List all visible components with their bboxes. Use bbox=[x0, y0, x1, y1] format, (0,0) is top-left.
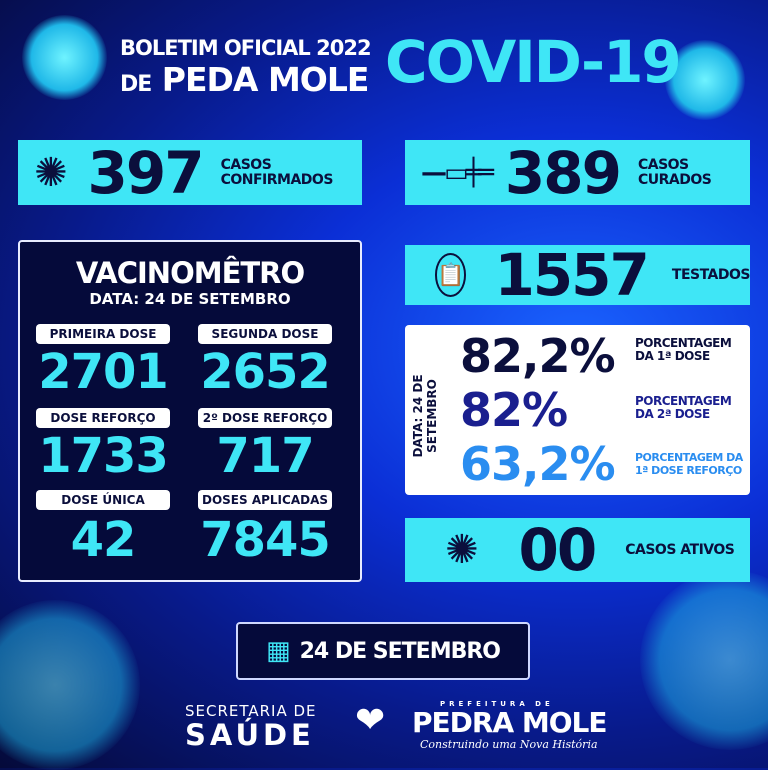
single-dose-label: DOSE ÚNICA bbox=[36, 490, 170, 510]
virus-decoration-icon bbox=[665, 40, 745, 120]
virus-decoration-icon bbox=[640, 570, 768, 750]
percentages-card: DATA: 24 DE SETEMBRO 82,2% PORCENTAGEM DA… bbox=[405, 325, 750, 495]
percentages-date: DATA: 24 DE SETEMBRO bbox=[411, 374, 439, 458]
active-label: CASOS ATIVOS bbox=[625, 541, 735, 558]
clipboard-icon: 📋 bbox=[435, 253, 467, 297]
pct-booster: 63,2% bbox=[460, 437, 616, 491]
cured-label: CASOS CURADOS bbox=[637, 156, 712, 188]
virus-decoration-icon bbox=[0, 600, 140, 770]
header-line1: BOLETIM OFICIAL 2022 bbox=[120, 36, 372, 60]
tested-value: 1557 bbox=[494, 241, 649, 309]
logo-main: PEDRA MOLE bbox=[412, 706, 608, 739]
vaccinometer-title: VACINOMÊTRO bbox=[75, 256, 305, 290]
pct-first-dose-label: PORCENTAGEM DA 1ª DOSE bbox=[635, 336, 732, 363]
second-dose-value: 2652 bbox=[200, 344, 331, 400]
active-cases-card: ✺ 00 CASOS ATIVOS bbox=[405, 518, 750, 582]
cured-cases-card: —▭╪═ 389 CASOS CURADOS bbox=[405, 140, 750, 205]
date-badge-label: 24 DE SETEMBRO bbox=[299, 638, 501, 664]
header-prefix: DE bbox=[120, 72, 152, 97]
doses-applied-label: DOSES APLICADAS bbox=[198, 490, 332, 510]
first-dose-label: PRIMEIRA DOSE bbox=[36, 324, 170, 344]
booster-value: 1733 bbox=[38, 428, 169, 484]
pct-first-dose: 82,2% bbox=[460, 329, 616, 383]
logo-top: PREFEITURA DE bbox=[440, 700, 554, 708]
second-dose-label: SEGUNDA DOSE bbox=[198, 324, 332, 344]
doses-applied-value: 7845 bbox=[200, 512, 331, 568]
second-booster-label: 2º DOSE REFORÇO bbox=[198, 408, 332, 428]
logo-slogan: Construindo uma Nova História bbox=[420, 738, 598, 751]
booster-label: DOSE REFORÇO bbox=[36, 408, 170, 428]
first-dose-value: 2701 bbox=[38, 344, 169, 400]
vaccinometer-date: DATA: 24 DE SETEMBRO bbox=[89, 290, 291, 308]
pct-second-dose-label: PORCENTAGEM DA 2ª DOSE bbox=[635, 394, 732, 421]
calendar-icon: ▦ bbox=[265, 636, 291, 666]
prefeitura-logo-icon: ❤ bbox=[355, 700, 386, 741]
vaccinometer-panel: VACINOMÊTRO DATA: 24 DE SETEMBRO PRIMEIR… bbox=[18, 240, 362, 582]
second-booster-value: 717 bbox=[216, 428, 314, 484]
secretaria-line2: SAÚDE bbox=[185, 718, 315, 752]
virus-icon: ✺ bbox=[445, 527, 479, 573]
tested-label: TESTADOS bbox=[671, 266, 751, 283]
virus-decoration-icon bbox=[22, 15, 107, 100]
date-badge: ▦ 24 DE SETEMBRO bbox=[236, 622, 530, 680]
virus-icon: ✺ bbox=[34, 149, 68, 196]
confirmed-cases-card: ✺ 397 CASOS CONFIRMADOS bbox=[18, 140, 362, 205]
covid-title: COVID-19 bbox=[385, 28, 682, 96]
active-value: 00 bbox=[518, 516, 598, 584]
single-dose-value: 42 bbox=[70, 512, 137, 568]
syringe-icon: —▭╪═ bbox=[421, 157, 494, 188]
confirmed-label: CASOS CONFIRMADOS bbox=[220, 156, 334, 188]
secretaria-line1: SECRETARIA DE bbox=[185, 702, 317, 720]
pct-second-dose: 82% bbox=[460, 383, 568, 437]
cured-value: 389 bbox=[504, 138, 622, 207]
header-line2: DE PEDA MOLE bbox=[120, 60, 370, 99]
confirmed-value: 397 bbox=[87, 138, 205, 207]
pct-booster-label: PORCENTAGEM DA 1ª DOSE REFORÇO bbox=[635, 451, 743, 477]
tested-card: 📋 1557 TESTADOS bbox=[405, 241, 751, 309]
header-town: PEDA MOLE bbox=[161, 60, 370, 99]
